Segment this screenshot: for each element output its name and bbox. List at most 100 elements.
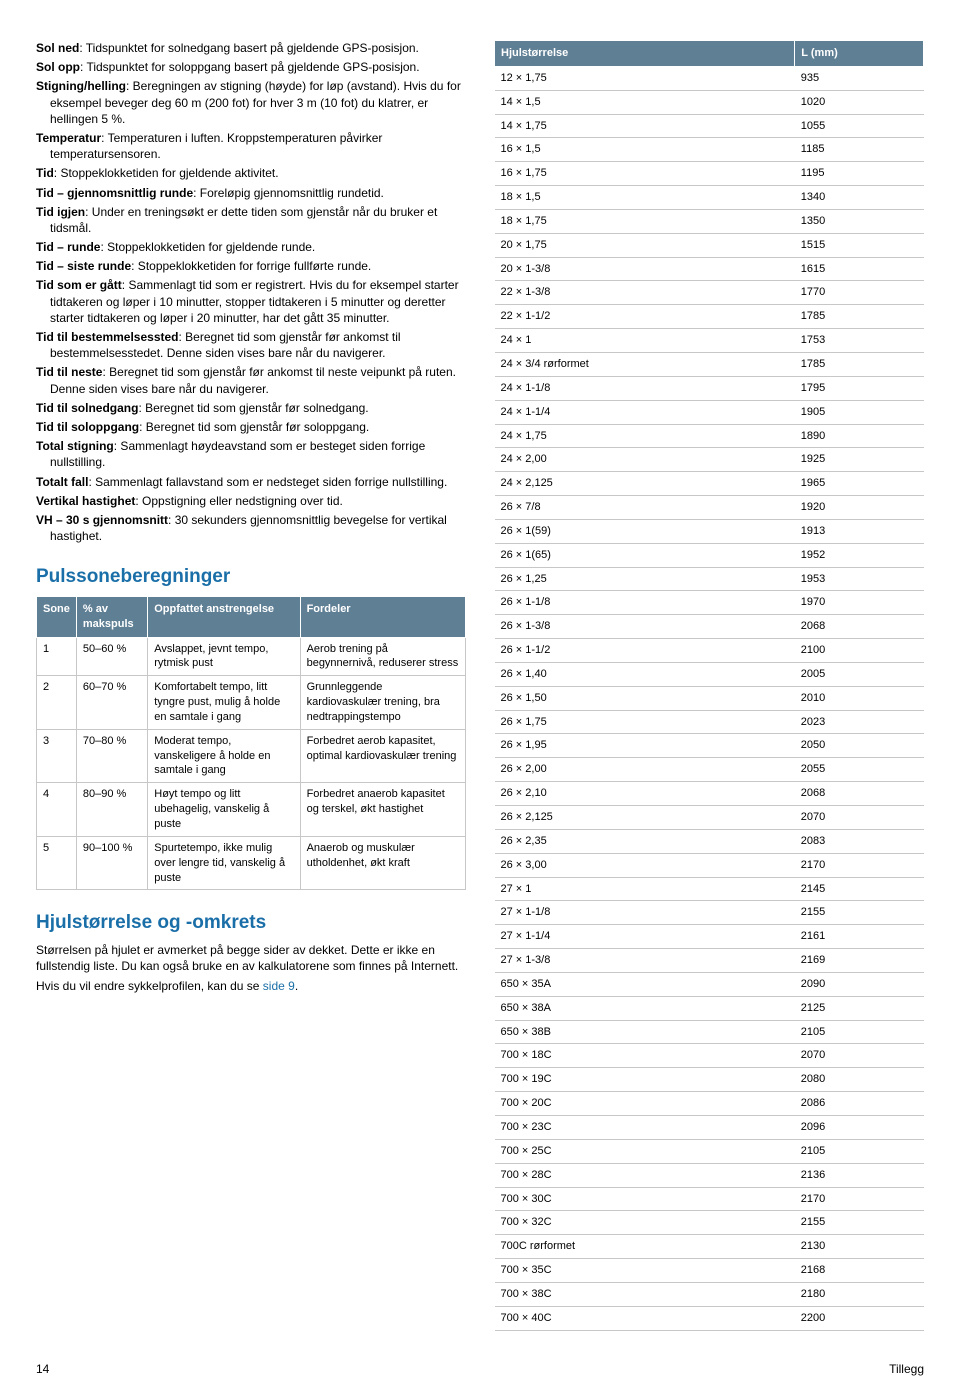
definition-entry: Sol ned: Tidspunktet for solnedgang base… <box>36 40 466 56</box>
wheel-cell: 27 × 1-3/8 <box>495 949 795 973</box>
wheel-cell: 700 × 19C <box>495 1068 795 1092</box>
table-row: 18 × 1,51340 <box>495 186 924 210</box>
wheel-cell: 2083 <box>795 829 924 853</box>
wheel-cell: 26 × 1(59) <box>495 519 795 543</box>
zone-cell: Grunnleggende kardiovaskulær trening, br… <box>300 676 465 730</box>
zone-cell: Høyt tempo og litt ubehagelig, vanskelig… <box>148 783 300 837</box>
wheel-cell: 700 × 23C <box>495 1115 795 1139</box>
definition-text: : Foreløpig gjennomsnittlig rundetid. <box>193 186 384 200</box>
table-row: 700 × 28C2136 <box>495 1163 924 1187</box>
section-name: Tillegg <box>889 1361 924 1377</box>
definition-entry: Sol opp: Tidspunktet for soloppgang base… <box>36 59 466 75</box>
table-row: 700 × 35C2168 <box>495 1259 924 1283</box>
definition-text: : Stoppeklokketiden for gjeldende aktivi… <box>54 166 279 180</box>
wheel-cell: 1890 <box>795 424 924 448</box>
table-row: 26 × 2,1252070 <box>495 806 924 830</box>
table-row: 650 × 35A2090 <box>495 972 924 996</box>
table-row: 27 × 1-3/82169 <box>495 949 924 973</box>
definition-text: : Oppstigning eller nedstigning over tid… <box>135 494 342 508</box>
definition-term: Tid – gjennomsnittlig runde <box>36 186 193 200</box>
zone-cell: Forbedret aerob kapasitet, optimal kardi… <box>300 729 465 783</box>
wheel-cell: 700 × 35C <box>495 1259 795 1283</box>
definition-entry: Tid som er gått: Sammenlagt tid som er r… <box>36 277 466 326</box>
table-row: 700 × 25C2105 <box>495 1139 924 1163</box>
page-footer: 14 Tillegg <box>36 1361 924 1377</box>
wheel-cell: 1925 <box>795 448 924 472</box>
wheel-cell: 24 × 1 <box>495 329 795 353</box>
wheel-cell: 27 × 1-1/8 <box>495 901 795 925</box>
definition-text: : Stoppeklokketiden for forrige fullført… <box>131 259 371 273</box>
definition-entry: Tid – siste runde: Stoppeklokketiden for… <box>36 258 466 274</box>
zone-cell: Moderat tempo, vanskeligere å holde en s… <box>148 729 300 783</box>
table-row: 26 × 1(59)1913 <box>495 519 924 543</box>
definition-entry: Tid igjen: Under en treningsøkt er dette… <box>36 204 466 236</box>
zone-cell: 60–70 % <box>76 676 147 730</box>
wheel-cell: 26 × 1,25 <box>495 567 795 591</box>
wheel-cell: 2155 <box>795 1211 924 1235</box>
wheel-cell: 2170 <box>795 853 924 877</box>
definition-entry: Stigning/helling: Beregningen av stignin… <box>36 78 466 127</box>
zone-cell: Anaerob og muskulær utholdenhet, økt kra… <box>300 836 465 890</box>
wheel-cell: 2168 <box>795 1259 924 1283</box>
wheel-heading: Hjulstørrelse og -omkrets <box>36 910 466 936</box>
table-row: 18 × 1,751350 <box>495 209 924 233</box>
zone-cell: 4 <box>37 783 77 837</box>
wheel-cell: 14 × 1,75 <box>495 114 795 138</box>
table-row: 27 × 12145 <box>495 877 924 901</box>
definition-entry: Temperatur: Temperaturen i luften. Kropp… <box>36 130 466 162</box>
wheel-table: HjulstørrelseL (mm) 12 × 1,7593514 × 1,5… <box>494 40 924 1331</box>
table-row: 26 × 1(65)1952 <box>495 543 924 567</box>
wheel-cell: 2068 <box>795 782 924 806</box>
definition-entry: Total stigning: Sammenlagt høydeavstand … <box>36 438 466 470</box>
table-row: 24 × 2,001925 <box>495 448 924 472</box>
zone-cell: Aerob trening på begynnernivå, reduserer… <box>300 637 465 676</box>
table-row: 700 × 38C2180 <box>495 1282 924 1306</box>
table-row: 26 × 1-1/22100 <box>495 639 924 663</box>
definition-term: Tid – siste runde <box>36 259 131 273</box>
table-row: 700 × 30C2170 <box>495 1187 924 1211</box>
zone-cell: 2 <box>37 676 77 730</box>
wheel-cell: 27 × 1-1/4 <box>495 925 795 949</box>
wheel-cell: 1952 <box>795 543 924 567</box>
wheel-header-cell: Hjulstørrelse <box>495 41 795 67</box>
wheel-cell: 935 <box>795 66 924 90</box>
wheel-cell: 24 × 1-1/4 <box>495 400 795 424</box>
wheel-profile-line: Hvis du vil endre sykkelprofilen, kan du… <box>36 978 466 994</box>
wheel-cell: 26 × 1,50 <box>495 686 795 710</box>
wheel-cell: 1970 <box>795 591 924 615</box>
wheel-cell: 1615 <box>795 257 924 281</box>
wheel-cell: 2086 <box>795 1092 924 1116</box>
definition-term: Vertikal hastighet <box>36 494 135 508</box>
zone-cell: 3 <box>37 729 77 783</box>
wheel-cell: 2169 <box>795 949 924 973</box>
zone-cell: Forbedret anaerob kapasitet og terskel, … <box>300 783 465 837</box>
wheel-cell: 2161 <box>795 925 924 949</box>
wheel-cell: 1020 <box>795 90 924 114</box>
table-row: 480–90 %Høyt tempo og litt ubehagelig, v… <box>37 783 466 837</box>
definition-term: Tid som er gått <box>36 278 122 292</box>
wheel-cell: 2023 <box>795 710 924 734</box>
wheel-profile-link[interactable]: side 9 <box>263 979 295 993</box>
definition-term: Tid igjen <box>36 205 85 219</box>
table-row: 24 × 2,1251965 <box>495 472 924 496</box>
wheel-cell: 2096 <box>795 1115 924 1139</box>
wheel-cell: 1905 <box>795 400 924 424</box>
wheel-cell: 1515 <box>795 233 924 257</box>
zone-table: Sone% av makspulsOppfattet anstrengelseF… <box>36 596 466 891</box>
definition-term: Total stigning <box>36 439 114 453</box>
wheel-cell: 2125 <box>795 996 924 1020</box>
table-row: 26 × 2,102068 <box>495 782 924 806</box>
wheel-cell: 2105 <box>795 1139 924 1163</box>
table-row: 26 × 1-1/81970 <box>495 591 924 615</box>
page-number: 14 <box>36 1361 49 1377</box>
definition-entry: Tid til bestemmelsessted: Beregnet tid s… <box>36 329 466 361</box>
table-row: 26 × 1,952050 <box>495 734 924 758</box>
wheel-cell: 2105 <box>795 1020 924 1044</box>
zone-cell: 50–60 % <box>76 637 147 676</box>
definition-term: Tid <box>36 166 54 180</box>
wheel-cell: 1770 <box>795 281 924 305</box>
table-row: 24 × 1,751890 <box>495 424 924 448</box>
table-row: 27 × 1-1/42161 <box>495 925 924 949</box>
table-row: 700 × 19C2080 <box>495 1068 924 1092</box>
definition-entry: Tid til neste: Beregnet tid som gjenstår… <box>36 364 466 396</box>
